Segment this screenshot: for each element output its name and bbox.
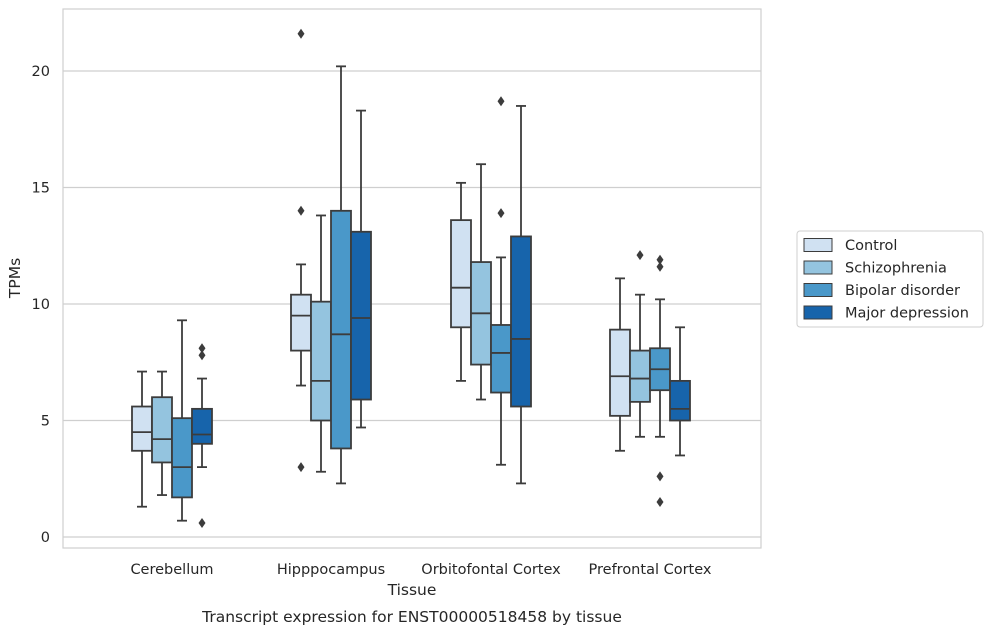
grid-lines [63,70,761,538]
box-group [450,181,472,382]
x-tick-label: Prefrontal Cortex [589,562,712,578]
box [330,209,352,450]
legend-label: Control [845,238,897,254]
legend-frame [796,230,984,328]
box [450,219,472,329]
box [490,324,512,394]
legend-label: Major depression [845,306,969,322]
x-axis-title: Tissue [387,581,437,599]
legend-label: Bipolar disorder [845,283,960,299]
box-group [470,163,492,401]
x-tick-label: Hipppocampus [277,562,385,578]
box-group [490,96,512,466]
y-axis-title: TPMs [6,258,24,299]
y-tick-label: 15 [32,181,50,197]
outlier-marker [198,350,206,361]
box [310,300,332,422]
box-group [330,65,352,485]
box-group [290,28,312,473]
outlier-marker [656,471,664,482]
outlier-marker [198,343,206,354]
x-tick-labels: Cerebellum Hipppocampus Orbitofontal Corte… [130,562,711,578]
outlier-marker [497,96,505,107]
box-group [649,254,671,508]
x-tick-label: Cerebellum [130,562,213,578]
box-group [310,214,332,473]
outlier-marker [297,28,305,39]
box [510,235,532,408]
outlier-marker [656,254,664,265]
box-group [131,370,153,508]
box [629,349,651,403]
y-tick-label: 20 [32,64,50,80]
box-group [669,326,691,457]
outlier-marker [636,250,644,261]
x-tick-label: Orbitofontal Cortex [421,562,561,578]
legend-swatch [803,260,833,275]
outlier-marker [656,497,664,508]
legend-swatch [803,283,833,297]
y-tick-labels: 0 5 10 15 20 [32,64,50,546]
box-group [171,319,193,522]
y-tick-label: 5 [41,414,50,430]
box [669,379,691,422]
box [171,417,193,499]
legend-swatch [803,305,833,320]
outlier-marker [656,261,664,272]
outlier-marker [297,205,305,216]
box [290,293,312,352]
box [609,328,631,417]
box [131,405,153,452]
box-group [510,105,532,485]
box-group [191,343,213,529]
legend-label: Schizophrenia [845,261,947,277]
box-group [151,370,173,496]
outlier-marker [497,208,505,219]
legend: Control Schizophrenia Bipolar disorder Majo… [796,230,984,328]
figure-caption: Transcript expression for ENST0000051845… [201,608,622,626]
box [350,230,372,401]
legend-swatch [803,238,833,252]
box-group [629,250,651,438]
box [191,407,213,445]
boxes-layer [131,28,691,529]
box [151,396,173,464]
outlier-marker [297,462,305,473]
plot-frame [62,8,762,549]
box-group [350,109,372,429]
y-tick-label: 10 [32,297,50,313]
y-tick-label: 0 [41,530,50,546]
outlier-marker [198,518,206,529]
